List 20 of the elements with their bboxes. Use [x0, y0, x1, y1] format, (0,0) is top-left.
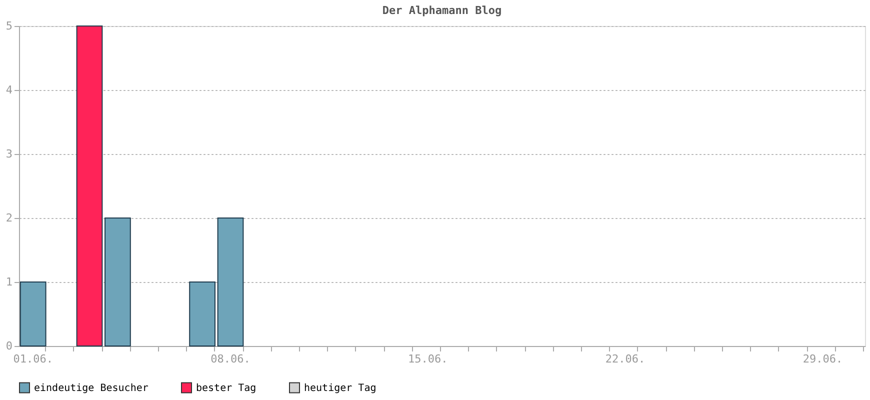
- y-tick-label: 1: [6, 276, 12, 288]
- y-tick-label: 0: [6, 340, 12, 352]
- chart-title: Der Alphamann Blog: [382, 4, 502, 17]
- legend-label: heutiger Tag: [304, 382, 376, 394]
- bar: [20, 282, 46, 346]
- y-tick-label: 3: [6, 148, 12, 160]
- y-tick-label: 2: [6, 212, 12, 224]
- legend-label: eindeutige Besucher: [34, 382, 148, 394]
- x-tick-label: 29.06.: [802, 352, 843, 366]
- bar: [217, 218, 244, 346]
- bar: [76, 26, 103, 346]
- y-tick-label: 4: [6, 84, 13, 96]
- bar: [104, 218, 131, 346]
- y-tick-label: 5: [6, 20, 12, 32]
- x-tick-label: 15.06.: [408, 352, 448, 366]
- legend-label: bester Tag: [196, 382, 256, 394]
- x-tick-label: 22.06.: [605, 352, 646, 366]
- x-tick-label: 01.06.: [13, 352, 53, 366]
- bar: [189, 282, 216, 346]
- x-tick-label: 08.06.: [210, 352, 250, 366]
